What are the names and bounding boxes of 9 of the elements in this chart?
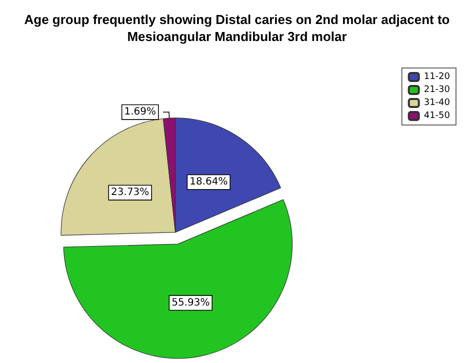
data-label: 23.73% <box>111 187 150 198</box>
legend-label: 41-50 <box>424 111 450 121</box>
legend-label: 31-40 <box>424 98 450 108</box>
legend-label: 21-30 <box>424 85 450 95</box>
data-label: 55.93% <box>172 297 210 308</box>
data-label: 1.69% <box>124 106 156 118</box>
chart-title: Age group frequently showing Distal caries on 2nd molar adjacent to Mesioangular Mandibular 3rd molar <box>24 12 450 44</box>
legend-label: 11-20 <box>424 72 450 82</box>
data-label: 18.64% <box>190 176 228 188</box>
